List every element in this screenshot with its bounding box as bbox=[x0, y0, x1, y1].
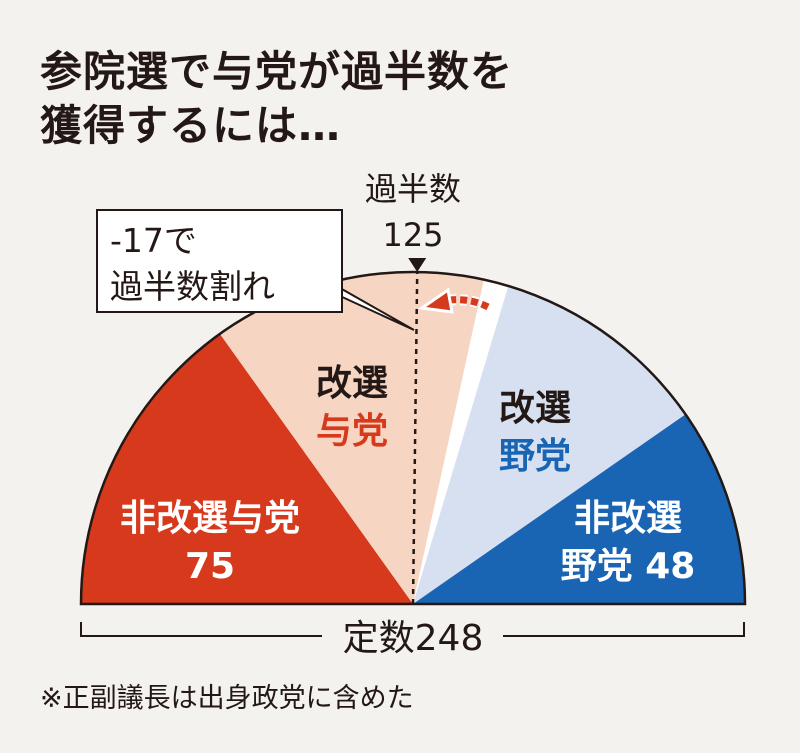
segment-改選野党 bbox=[413, 285, 686, 604]
segment-label: 非改選与党 bbox=[120, 498, 300, 539]
segment-非改選野党 bbox=[413, 414, 745, 604]
segment-label: 与党 bbox=[316, 411, 388, 452]
shift-arrow-icon bbox=[417, 287, 491, 314]
callout-box: -17で 過半数割れ bbox=[96, 209, 415, 331]
segment-label: 75 bbox=[185, 546, 235, 587]
callout-line-1: -17で bbox=[110, 221, 197, 260]
callout-line-2: 過半数割れ bbox=[110, 267, 275, 306]
majority-label: 過半数 bbox=[365, 170, 461, 208]
segment-label: 非改選 bbox=[574, 498, 682, 539]
segment-改選与党 bbox=[219, 272, 484, 604]
segment-非改選与党 bbox=[81, 333, 413, 604]
segment-label: 改選 bbox=[316, 363, 388, 404]
segment-gap bbox=[413, 279, 509, 604]
total-bracket bbox=[80, 622, 745, 637]
title-line-1: 参院選で与党が過半数を bbox=[40, 47, 514, 96]
title-line-2: 獲得するには… bbox=[40, 101, 342, 150]
total-label: 定数248 bbox=[343, 618, 484, 659]
segment-label: 改選 bbox=[499, 388, 571, 429]
chart-outline bbox=[79, 270, 747, 606]
majority-marker-icon bbox=[408, 258, 427, 273]
segment-label: 野党 48 bbox=[561, 546, 696, 587]
segment-label: 野党 bbox=[499, 436, 571, 477]
majority-value: 125 bbox=[382, 216, 443, 254]
footnote: ※正副議長は出身政党に含めた bbox=[40, 683, 414, 714]
